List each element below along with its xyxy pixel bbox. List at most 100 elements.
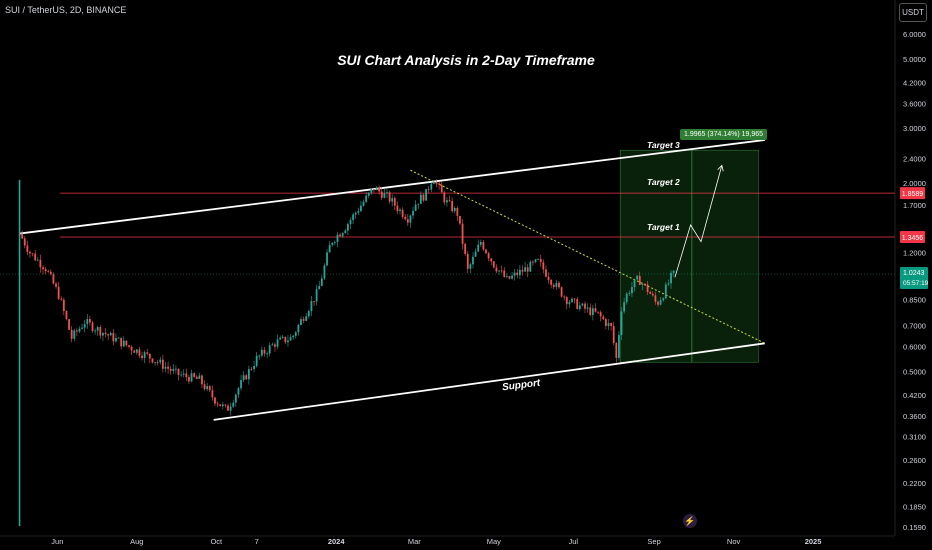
candle [115,333,117,343]
candle [365,192,368,203]
resistance-trendline [19,139,765,235]
candle-body [362,201,365,206]
candle-body [117,337,120,339]
symbol-label[interactable]: SUI / TetherUS, 2D, BINANCE [5,5,127,15]
candle-body [518,269,521,276]
candle [490,257,493,266]
candle-body [195,376,198,379]
candle-body [404,216,407,220]
candle-body [36,259,39,261]
candle-body [537,259,540,260]
candle [130,345,133,355]
candle [151,358,154,364]
candle [86,314,89,329]
candle [287,335,289,347]
candle-body [182,373,185,375]
candle [310,295,313,316]
candle-body [571,298,573,303]
candle-body [313,301,315,302]
candle-body [485,249,487,254]
candle-body [602,316,605,320]
candle-body [419,194,422,204]
candle-body [521,269,524,272]
candle [175,365,177,374]
y-tick-label: 0.2200 [903,479,926,488]
lightning-icon[interactable]: ⚡ [683,514,697,528]
candle-body [649,292,652,294]
candle [70,326,73,343]
candle-body [383,193,386,198]
y-tick-label: 0.1590 [903,523,926,532]
candle [573,298,576,304]
candle [224,404,227,408]
candle [154,361,156,366]
candle-body [581,303,584,306]
candle [545,265,547,278]
candle [122,336,125,348]
candle-body [21,233,24,239]
candle-body [555,282,558,287]
candle [237,387,240,399]
candle [654,291,657,305]
candle [542,259,545,274]
candle [344,228,347,234]
candle [500,265,503,273]
candle-body [357,211,360,213]
candle [576,296,579,310]
candle [161,354,164,373]
candle-body [432,182,435,184]
candle-body [65,310,68,320]
candle [297,323,300,336]
candle [83,320,86,333]
candle [96,325,99,336]
candle [498,270,500,275]
candle [610,322,612,331]
y-tick-label: 3.0000 [903,124,926,133]
candle [396,201,399,215]
candle [503,267,506,278]
candle-body [333,241,336,243]
current-price-label: 1.0243 [903,270,925,277]
candle [208,385,211,393]
candle [320,275,323,287]
candle [662,297,665,302]
candle [125,340,128,347]
candle-body [448,200,451,202]
candle-body [620,311,623,336]
candle-body [503,270,506,277]
candle-body [388,192,391,202]
candle-body [472,256,474,265]
candle-body [23,238,26,246]
candle-body [55,283,57,287]
candle [26,240,29,256]
currency-button[interactable]: USDT [899,3,927,22]
candle-body [406,219,409,223]
candle [336,231,339,248]
candle-body [234,394,237,403]
candle-body [102,332,104,336]
candle [68,318,70,330]
candle [52,272,55,285]
candle [558,280,560,289]
candle-body [552,284,555,287]
candle [143,350,146,364]
candle [180,371,183,378]
candle-body [112,332,115,342]
candle [672,270,675,277]
candle-body [274,344,276,347]
candle [274,342,276,352]
candle-body [148,353,151,359]
candle-body [31,253,34,255]
x-tick-label: Sep [647,537,660,546]
candle [78,326,81,333]
candle-body [141,355,143,358]
candle-body [307,311,310,317]
candle [167,361,169,374]
candle [81,323,83,330]
candle [586,303,589,313]
target2-label: Target 2 [647,177,680,187]
candle-body [534,259,537,263]
candle [352,212,355,225]
candle-body [339,234,341,237]
